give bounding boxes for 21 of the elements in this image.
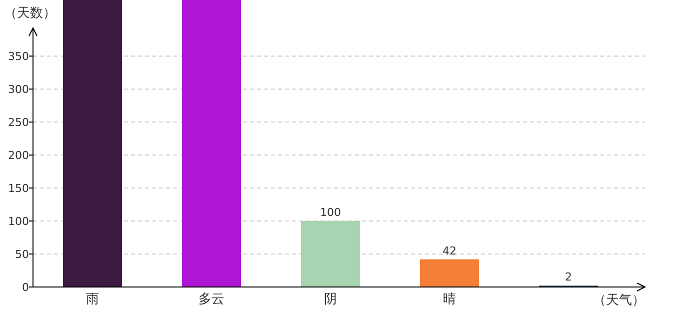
x-axis-title: （天气）: [593, 293, 645, 308]
data-label: 2: [565, 270, 572, 284]
bar: [182, 0, 241, 287]
y-tick-label: 150: [8, 182, 29, 196]
y-tick-label: 100: [8, 215, 29, 228]
data-label: 100: [320, 206, 341, 220]
y-tick-label: 350: [8, 50, 29, 64]
y-tick-label: 50: [15, 248, 29, 262]
y-tick-label: 250: [8, 116, 29, 130]
x-tick-label: 晴: [443, 292, 456, 307]
y-tick-label: 200: [8, 149, 29, 162]
y-tick-label: 0: [22, 281, 29, 294]
x-tick-label: 雨: [86, 292, 99, 307]
bar: [420, 259, 479, 287]
x-tick-label: 阴: [324, 292, 337, 307]
bar: [63, 0, 122, 287]
y-tick-label: 300: [8, 83, 29, 96]
bar: [301, 221, 360, 287]
y-axis-title: （天数）: [4, 6, 56, 21]
x-tick-label: 多云: [198, 292, 224, 307]
data-label: 42: [442, 244, 456, 258]
